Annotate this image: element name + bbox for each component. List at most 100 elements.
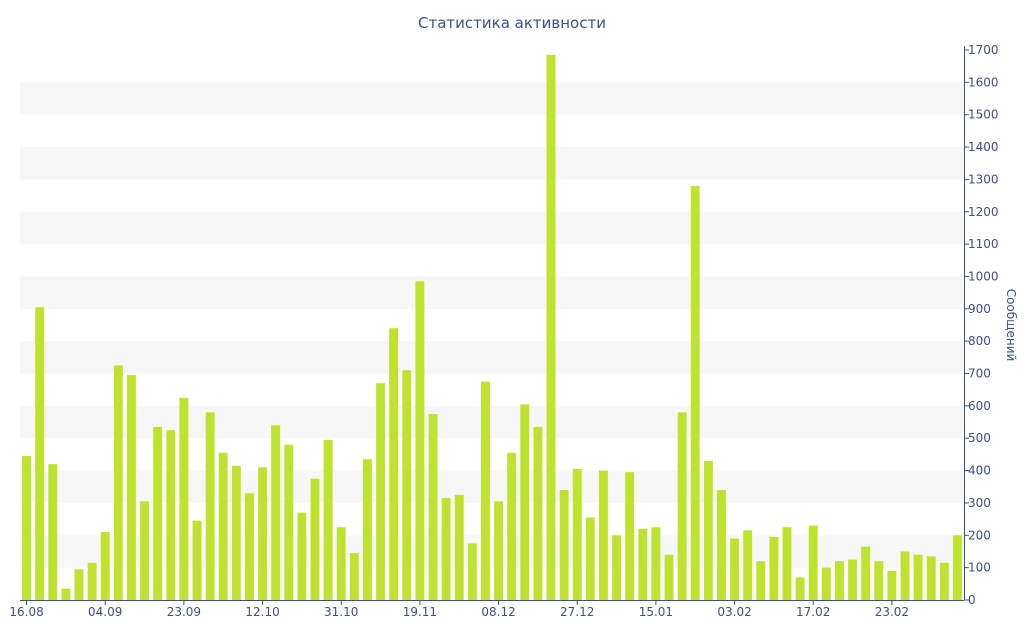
y-tick-labels: 0 100 200 300 400 500 600 700 800 900 1000 1100 1200…: [968, 43, 999, 607]
bar[interactable]: [153, 426, 163, 600]
bar[interactable]: [402, 370, 412, 600]
bar[interactable]: [336, 527, 346, 600]
bar[interactable]: [821, 567, 831, 600]
bar[interactable]: [35, 307, 45, 600]
bar[interactable]: [231, 465, 241, 600]
bar[interactable]: [769, 536, 779, 600]
bar[interactable]: [376, 383, 386, 600]
grid-bands: [20, 82, 964, 568]
bar[interactable]: [861, 546, 871, 600]
bar[interactable]: [205, 412, 215, 600]
bar[interactable]: [585, 517, 595, 601]
bar[interactable]: [952, 535, 962, 600]
y-tick-label: 1700: [968, 43, 999, 57]
bar[interactable]: [572, 468, 582, 600]
bar[interactable]: [848, 559, 858, 600]
bar[interactable]: [192, 520, 202, 600]
bar[interactable]: [48, 464, 58, 600]
bar[interactable]: [415, 281, 425, 600]
x-tick-label: 23.09: [167, 605, 201, 619]
y-tick-label: 600: [968, 399, 991, 413]
bar[interactable]: [74, 569, 84, 600]
x-tick-label: 17.02: [796, 605, 830, 619]
y-tick-label: 1500: [968, 108, 999, 122]
bars: [22, 54, 962, 601]
bar[interactable]: [441, 498, 451, 600]
grid-band: [20, 405, 964, 439]
y-tick-label: 1000: [968, 269, 999, 283]
bar[interactable]: [271, 425, 281, 600]
bar[interactable]: [939, 562, 949, 600]
bar[interactable]: [362, 459, 372, 600]
bar[interactable]: [310, 478, 320, 600]
bar[interactable]: [756, 561, 766, 600]
bar[interactable]: [625, 472, 635, 600]
bar[interactable]: [87, 562, 97, 600]
bar[interactable]: [743, 530, 753, 600]
y-tick-label: 800: [968, 334, 991, 348]
bar[interactable]: [179, 397, 189, 600]
bar[interactable]: [284, 444, 294, 600]
y-tick-label: 1200: [968, 205, 999, 219]
bar[interactable]: [559, 490, 569, 600]
bar[interactable]: [100, 532, 110, 600]
bar[interactable]: [651, 527, 661, 600]
bar[interactable]: [244, 493, 254, 600]
y-tick-label: 400: [968, 464, 991, 478]
y-tick-label: 200: [968, 528, 991, 542]
bar[interactable]: [507, 452, 517, 600]
bar[interactable]: [520, 404, 530, 600]
bar[interactable]: [900, 551, 910, 600]
bar[interactable]: [677, 412, 687, 600]
bar[interactable]: [913, 554, 923, 600]
bar[interactable]: [690, 185, 700, 600]
bar[interactable]: [258, 467, 268, 600]
bar[interactable]: [494, 501, 504, 600]
bar[interactable]: [349, 553, 359, 600]
y-tick-label: 1100: [968, 237, 999, 251]
grid-band: [20, 82, 964, 115]
bar[interactable]: [61, 588, 71, 600]
bar[interactable]: [218, 452, 228, 600]
bar[interactable]: [126, 375, 136, 600]
grid-band: [20, 535, 964, 568]
bar[interactable]: [782, 527, 792, 600]
x-tick-label: 16.08: [9, 605, 43, 619]
bar[interactable]: [716, 490, 726, 600]
bar[interactable]: [428, 413, 438, 600]
bar[interactable]: [467, 543, 477, 600]
y-axis-label: Сообщений: [1004, 289, 1018, 362]
bar[interactable]: [166, 430, 176, 600]
bar[interactable]: [703, 460, 713, 600]
y-tick-label: 900: [968, 302, 991, 316]
bar[interactable]: [22, 456, 32, 600]
bar[interactable]: [664, 554, 674, 600]
y-tick-label: 1600: [968, 75, 999, 89]
bar[interactable]: [113, 365, 123, 600]
bar[interactable]: [389, 328, 399, 600]
x-tick-label: 12.10: [245, 605, 279, 619]
bar[interactable]: [730, 538, 740, 600]
axes: [20, 46, 969, 605]
bar[interactable]: [454, 494, 464, 600]
bar[interactable]: [638, 528, 648, 600]
x-tick-label: 31.10: [324, 605, 358, 619]
bar[interactable]: [533, 426, 543, 600]
bar[interactable]: [808, 525, 818, 600]
bar[interactable]: [480, 381, 490, 600]
bar[interactable]: [323, 439, 333, 600]
bar[interactable]: [598, 470, 608, 600]
bar[interactable]: [926, 556, 936, 600]
bar[interactable]: [140, 501, 150, 600]
bar[interactable]: [795, 577, 805, 600]
x-tick-label: 03.02: [717, 605, 751, 619]
chart-title: Статистика активности: [418, 14, 606, 32]
bar[interactable]: [887, 570, 897, 600]
bar[interactable]: [297, 512, 307, 600]
bar[interactable]: [874, 561, 884, 600]
bar[interactable]: [834, 561, 844, 600]
bar[interactable]: [612, 535, 622, 600]
bar[interactable]: [546, 54, 556, 600]
y-tick-label: 0: [968, 593, 976, 607]
